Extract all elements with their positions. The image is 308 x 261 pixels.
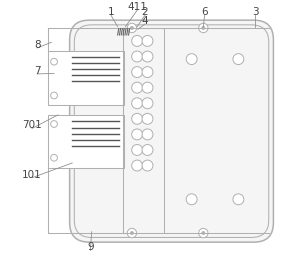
Circle shape	[132, 51, 143, 62]
Circle shape	[233, 54, 244, 64]
Circle shape	[132, 82, 143, 93]
Circle shape	[130, 26, 133, 29]
Circle shape	[132, 35, 143, 46]
Circle shape	[51, 92, 57, 99]
Circle shape	[142, 51, 153, 62]
Circle shape	[51, 155, 57, 161]
Circle shape	[142, 35, 153, 46]
Text: 4: 4	[142, 16, 148, 26]
Text: 8: 8	[34, 40, 40, 50]
Circle shape	[202, 26, 205, 29]
Text: 1: 1	[108, 7, 115, 17]
Circle shape	[142, 145, 153, 155]
Circle shape	[130, 232, 133, 235]
FancyBboxPatch shape	[70, 20, 274, 242]
Circle shape	[132, 113, 143, 124]
Circle shape	[127, 23, 137, 33]
Circle shape	[233, 194, 244, 205]
Circle shape	[142, 113, 153, 124]
Circle shape	[51, 58, 57, 65]
Text: 3: 3	[252, 7, 258, 17]
Circle shape	[186, 54, 197, 64]
Text: 9: 9	[87, 242, 94, 252]
Bar	[47, 115, 124, 168]
Circle shape	[132, 145, 143, 155]
Circle shape	[142, 82, 153, 93]
Circle shape	[51, 121, 57, 127]
Text: 701: 701	[22, 120, 42, 130]
Text: 411: 411	[127, 2, 147, 12]
Circle shape	[132, 98, 143, 109]
Text: 7: 7	[34, 66, 40, 76]
Circle shape	[142, 129, 153, 140]
Circle shape	[132, 160, 143, 171]
Circle shape	[186, 194, 197, 205]
Circle shape	[127, 228, 137, 238]
Circle shape	[142, 67, 153, 78]
Circle shape	[142, 160, 153, 171]
Text: 2: 2	[142, 7, 148, 17]
Bar	[47, 51, 124, 105]
Circle shape	[132, 129, 143, 140]
Circle shape	[202, 232, 205, 235]
Text: 6: 6	[201, 7, 208, 17]
Circle shape	[132, 67, 143, 78]
Circle shape	[199, 228, 208, 238]
Circle shape	[199, 23, 208, 33]
Text: 101: 101	[22, 170, 42, 180]
Circle shape	[142, 98, 153, 109]
